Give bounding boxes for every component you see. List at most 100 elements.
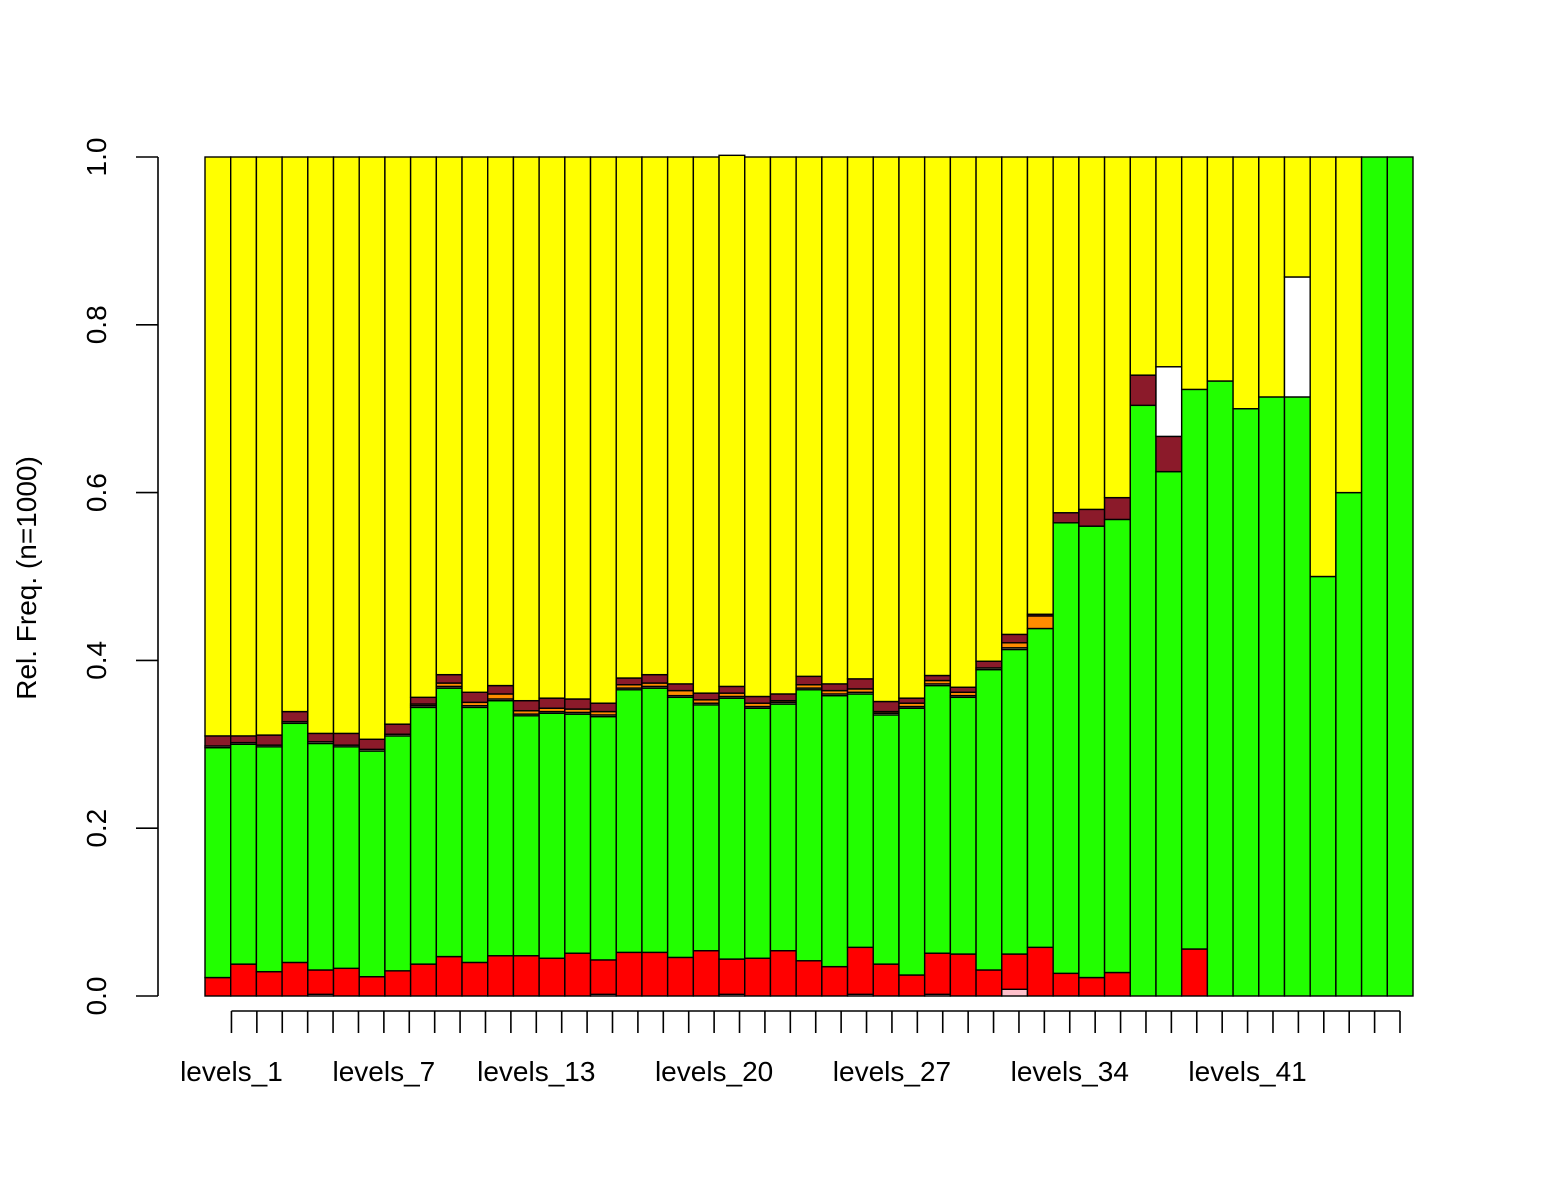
- bar-segment-levels_6-s2: [332, 746, 360, 970]
- bar-segment-levels_8-s2: [384, 735, 412, 972]
- bar-segment-levels_28-s2: [898, 707, 926, 976]
- bar-segment-levels_43-s2: [1283, 396, 1311, 997]
- bar-segment-levels_33-s7: [1026, 156, 1054, 615]
- x-tick-label: levels_41: [1188, 1056, 1306, 1087]
- bar-segment-levels_11-s1: [461, 961, 489, 997]
- bar-segment-levels_34-s1: [1052, 972, 1080, 997]
- bar-segment-levels_15-s7: [564, 156, 592, 700]
- bar-segment-levels_26-s1: [846, 946, 874, 996]
- bar-segment-levels_29-s1: [923, 952, 952, 996]
- bar-segment-levels_36-s1: [1103, 971, 1131, 997]
- bar-segment-levels_15-s2: [564, 713, 592, 954]
- bar-segment-levels_13-s5: [512, 699, 540, 712]
- bar-segment-levels_13-s7: [512, 156, 540, 702]
- bar-segment-levels_24-s1: [795, 960, 823, 997]
- bar-segment-levels_28-s5: [898, 697, 926, 704]
- bar-segment-levels_23-s5: [769, 693, 797, 702]
- bar-segment-levels_33-s4: [1026, 615, 1054, 630]
- bar-segment-levels_35-s1: [1078, 976, 1106, 997]
- bar-segment-levels_2-s5: [229, 735, 258, 744]
- bar-segment-levels_25-s2: [821, 694, 849, 968]
- bar-segment-levels_31-s1: [975, 969, 1003, 997]
- bar-segment-levels_1-s1: [204, 976, 232, 997]
- bar-segment-levels_38-s5: [1155, 435, 1183, 473]
- y-tick-label: 1.0: [81, 138, 112, 177]
- bar-segment-levels_26-s7: [846, 156, 874, 680]
- bar-segment-levels_7-s1: [358, 976, 386, 997]
- bar-segment-levels_22-s7: [744, 156, 772, 698]
- bar-segment-levels_41-s2: [1232, 408, 1260, 997]
- bar-segment-levels_36-s7: [1103, 156, 1131, 499]
- bar-segment-levels_3-s7: [255, 156, 283, 736]
- bar-segment-levels_31-s7: [975, 156, 1003, 662]
- bar-segment-levels_19-s2: [666, 696, 695, 959]
- bar-segment-levels_10-s2: [435, 687, 463, 958]
- bar-segment-levels_10-s5: [435, 673, 463, 684]
- bar-segment-levels_9-s5: [409, 696, 438, 705]
- bar-segment-levels_24-s2: [795, 689, 823, 962]
- bar-segment-levels_21-s1: [718, 958, 746, 996]
- bar-segment-levels_37-s7: [1129, 156, 1157, 376]
- bar-segment-levels_16-s2: [589, 715, 617, 961]
- bar-segment-levels_32-s1: [1001, 953, 1029, 990]
- bar-segment-levels_39-s1: [1180, 948, 1209, 997]
- bar-segment-levels_32-s5: [1001, 633, 1029, 644]
- bar-segment-levels_16-s7: [589, 156, 617, 704]
- bar-segment-levels_25-s7: [821, 156, 849, 685]
- bar-segment-levels_6-s1: [332, 967, 360, 997]
- bar-segment-levels_1-s7: [204, 156, 232, 737]
- x-tick-label: levels_27: [833, 1056, 951, 1087]
- x-tick-label: levels_1: [180, 1056, 283, 1087]
- bar-segment-levels_18-s7: [641, 156, 669, 676]
- bar-segment-levels_19-s1: [666, 956, 695, 997]
- bar-segment-levels_6-s5: [332, 732, 360, 746]
- bar-segment-levels_16-s5: [589, 702, 617, 713]
- bar-segment-levels_30-s1: [949, 953, 977, 997]
- y-axis-label: Rel. Freq. (n=1000): [11, 456, 42, 700]
- bar-segment-levels_5-s7: [307, 156, 335, 735]
- y-axis: 0.0 0.2 0.4 0.6 0.8 1.0: [81, 138, 159, 1015]
- bar-segment-levels_2-s2: [229, 743, 258, 965]
- bar-segment-levels_9-s1: [409, 963, 438, 997]
- bar-segment-levels_11-s5: [461, 691, 489, 704]
- bar-segment-levels_8-s1: [384, 970, 412, 997]
- bar-segment-levels_12-s4: [487, 693, 515, 700]
- bar-segment-levels_39-s2: [1180, 388, 1209, 950]
- bar-segment-levels_10-s7: [435, 156, 463, 676]
- bar-segment-levels_13-s2: [512, 715, 540, 957]
- bar-segment-levels_7-s2: [358, 750, 386, 978]
- bar-segment-levels_24-s5: [795, 675, 823, 686]
- bar-segment-levels_35-s5: [1078, 508, 1106, 527]
- bar-segment-levels_19-s4: [666, 689, 695, 697]
- bar-segment-levels_40-s2: [1206, 380, 1234, 997]
- bar-segment-levels_12-s5: [487, 684, 515, 695]
- bar-segment-levels_25-s5: [821, 683, 849, 692]
- bar-segment-levels_30-s5: [949, 686, 977, 693]
- bar-segment-levels_5-s2: [307, 742, 335, 971]
- bar-segment-levels_12-s7: [487, 156, 515, 687]
- bar-segment-levels_44-s2: [1309, 575, 1337, 997]
- bar-segment-levels_38-s2: [1155, 470, 1183, 997]
- bar-segment-levels_42-s2: [1258, 396, 1286, 997]
- bar-segment-levels_20-s1: [692, 949, 720, 997]
- bar-segment-levels_27-s7: [872, 156, 900, 703]
- bar-segment-levels_7-s5: [358, 738, 386, 751]
- x-axis: levels_1 levels_7 levels_13 levels_20 levels…: [180, 1010, 1401, 1087]
- bar-segment-levels_35-s7: [1078, 156, 1106, 511]
- bar-segment-levels_11-s7: [461, 156, 489, 693]
- bar-segment-levels_28-s1: [898, 974, 926, 997]
- bar-segment-levels_39-s7: [1180, 156, 1209, 391]
- bar-segment-levels_10-s1: [435, 955, 463, 997]
- bar-segment-levels_34-s5: [1052, 512, 1080, 524]
- bar-segment-levels_30-s7: [949, 156, 977, 688]
- bar-segment-levels_34-s2: [1052, 522, 1080, 975]
- bar-segment-levels_42-s7: [1258, 156, 1286, 398]
- bar-segment-levels_37-s5: [1129, 374, 1157, 407]
- bar-segment-levels_4-s2: [281, 722, 309, 964]
- bar-segment-levels_12-s2: [487, 699, 515, 957]
- bar-segment-levels_5-s5: [307, 732, 335, 743]
- bar-segment-levels_25-s1: [821, 965, 849, 997]
- bar-segment-levels_18-s1: [641, 951, 669, 997]
- bar-segment-levels_20-s2: [692, 704, 720, 952]
